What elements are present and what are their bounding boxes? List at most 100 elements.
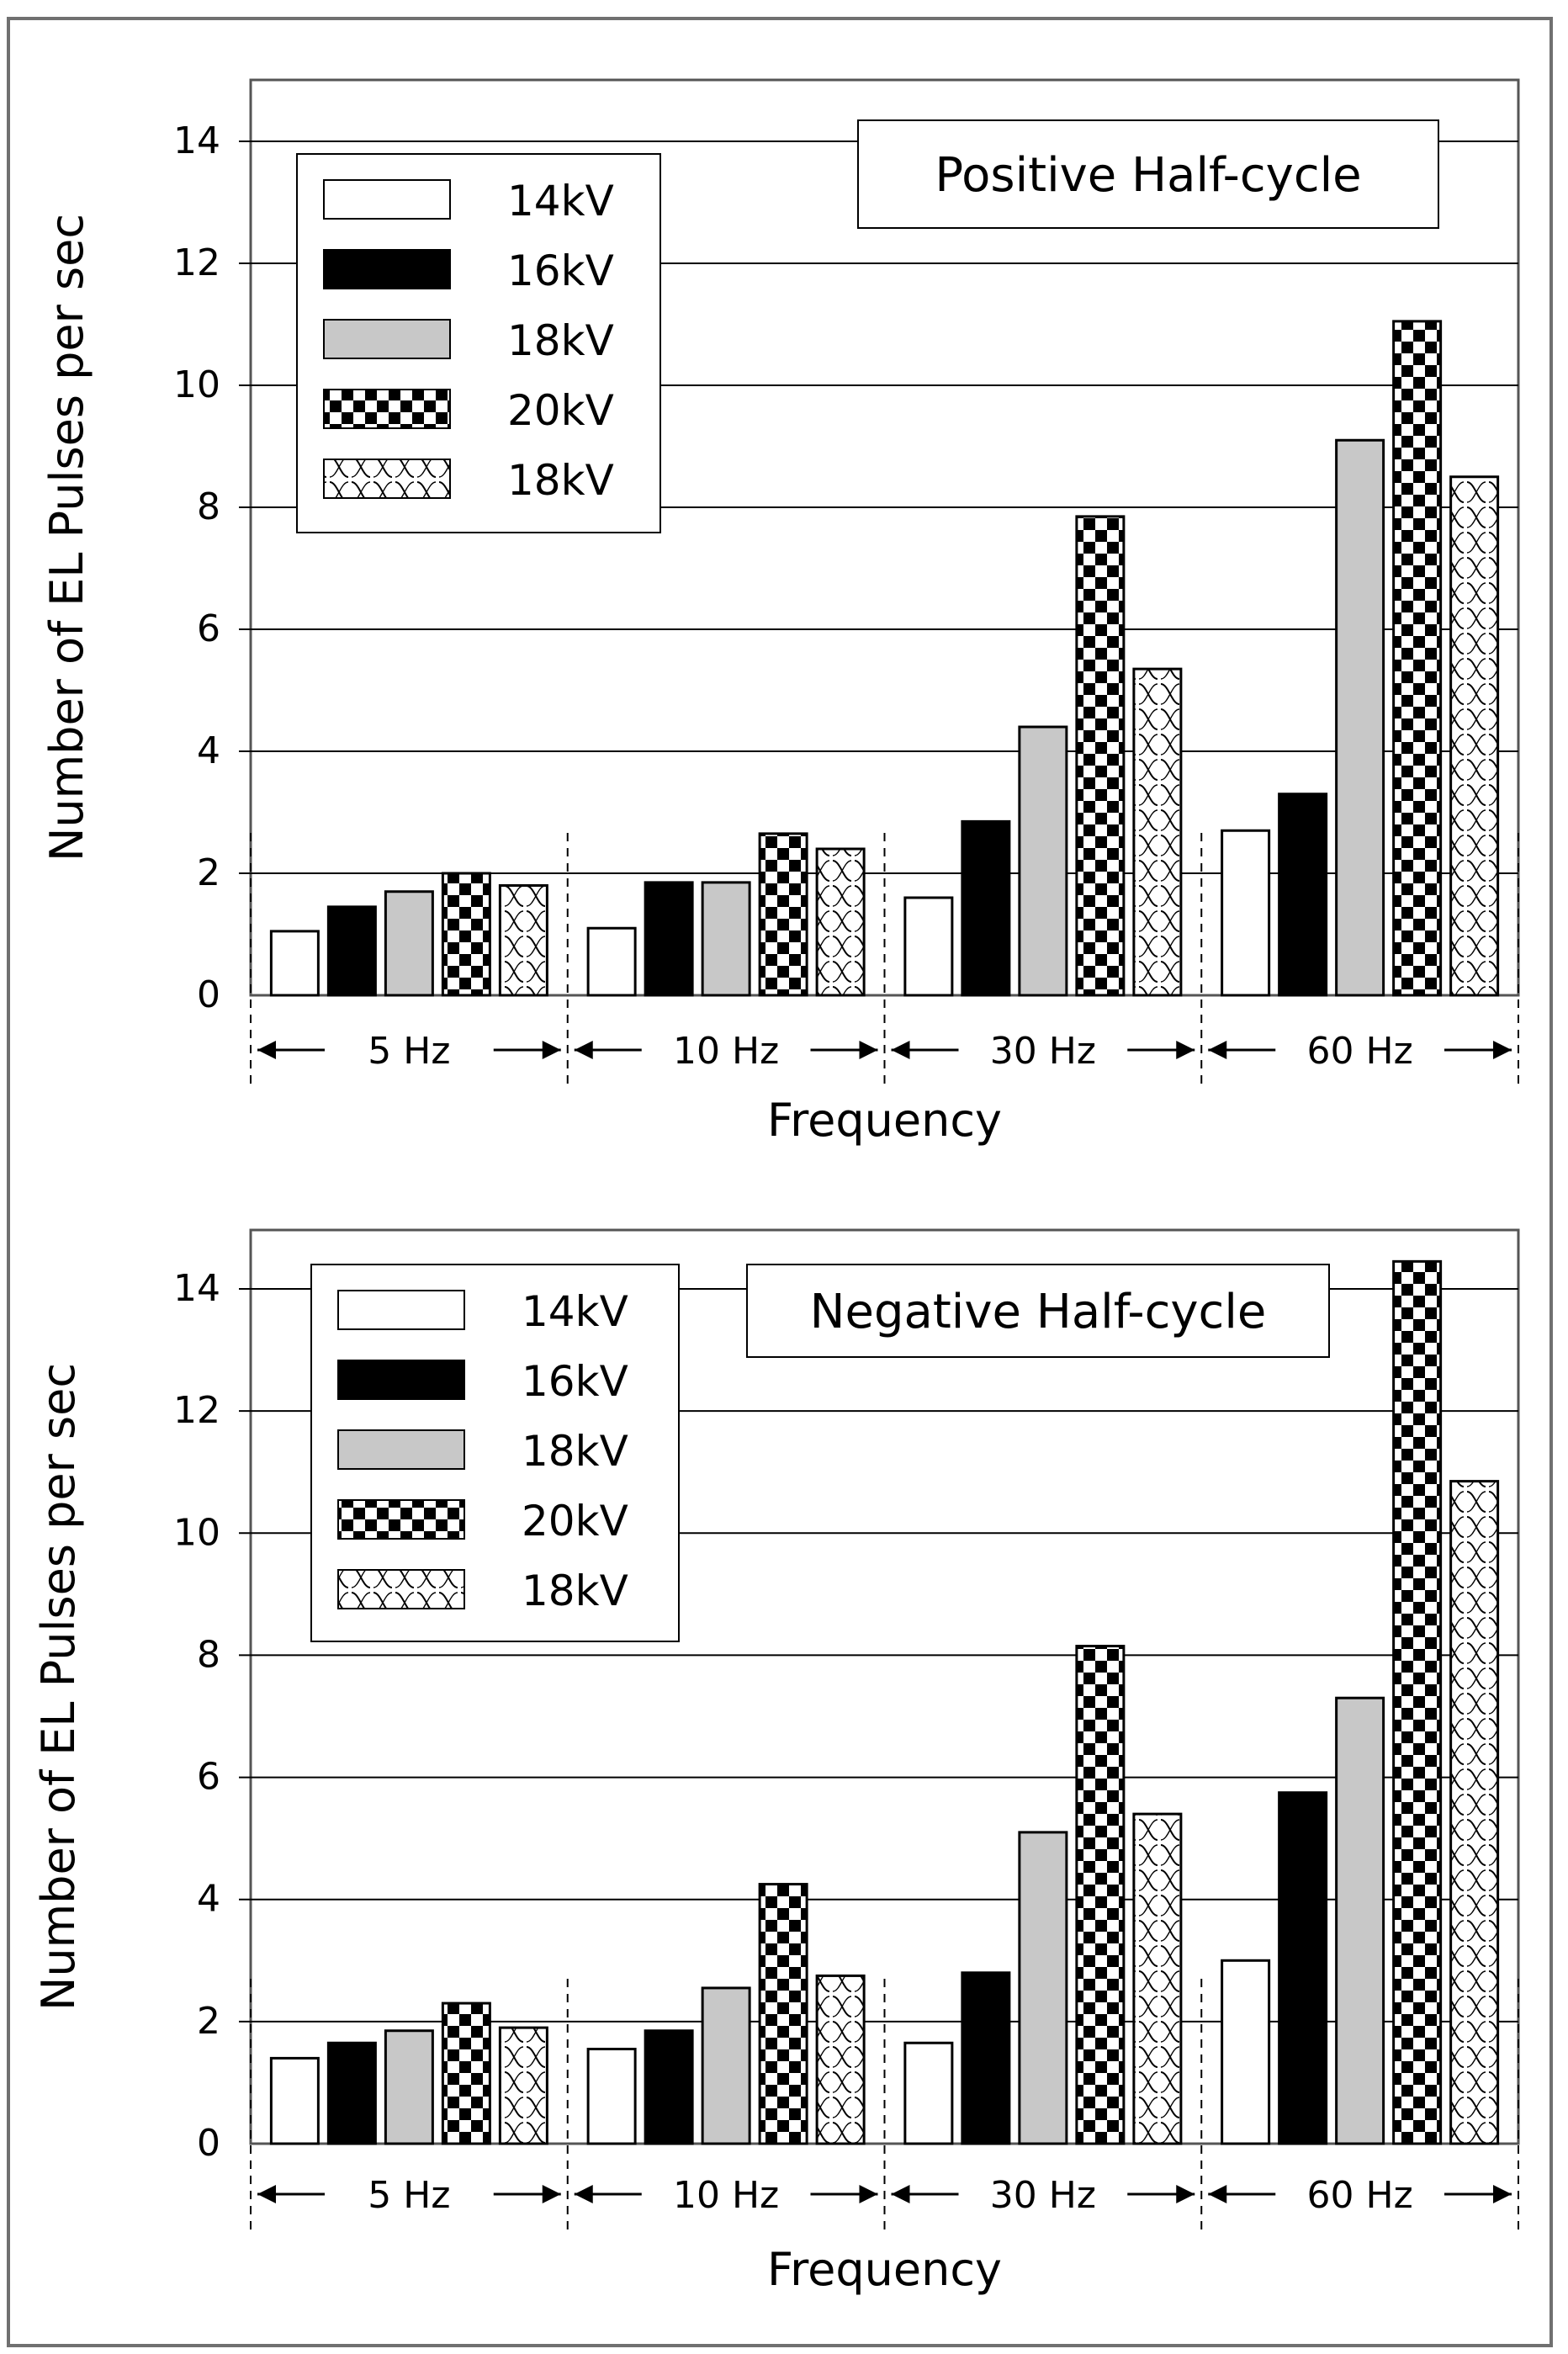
- x-category-label: 60 Hz: [1307, 2174, 1413, 2217]
- chart-title: Negative Half-cycle: [810, 1285, 1267, 1339]
- legend-label: 14kV: [522, 1287, 628, 1336]
- legend-label: 18kV: [522, 1427, 628, 1476]
- legend-swatch-gray: [337, 1429, 465, 1470]
- legend-label: 18kV: [507, 316, 614, 365]
- y-tick-label: 14: [173, 1267, 220, 1310]
- y-tick-label: 6: [197, 607, 220, 650]
- bar-black-3: [1278, 793, 1328, 997]
- bar-gray-3: [1335, 438, 1385, 997]
- y-tick-label: 10: [173, 363, 220, 406]
- bar-gray-2: [1018, 1831, 1068, 2145]
- range-arrowhead-right: [1493, 2185, 1512, 2203]
- y-tick-label: 12: [173, 1389, 220, 1432]
- legend-label: 18kV: [507, 456, 614, 505]
- legend-label: 14kV: [507, 177, 614, 225]
- bar-checker-2: [1075, 515, 1126, 997]
- range-arrowhead-right: [542, 2185, 561, 2203]
- bar-gray-0: [384, 890, 434, 997]
- y-tick-label: 0: [197, 2122, 220, 2165]
- x-axis-title: Frequency: [767, 1094, 1002, 1147]
- legend-swatch-white: [323, 179, 451, 220]
- bar-gray-1: [701, 1986, 751, 2145]
- y-axis-title: Number of EL Pulses per sec: [40, 214, 93, 862]
- bar-black-2: [961, 1971, 1011, 2145]
- legend-swatch-white: [337, 1290, 465, 1330]
- bar-gray-2: [1018, 725, 1068, 997]
- bar-black-1: [644, 2029, 694, 2145]
- y-tick-label: 4: [197, 729, 220, 772]
- bar-white-0: [269, 930, 320, 997]
- bar-white-3: [1221, 829, 1271, 997]
- legend-label: 20kV: [522, 1497, 628, 1545]
- bar-checker-1: [758, 1883, 808, 2145]
- legend-label: 16kV: [507, 247, 614, 295]
- x-category-label: 10 Hz: [673, 1030, 779, 1073]
- range-arrowhead-left: [257, 1041, 276, 1059]
- bar-wave-0: [498, 2026, 548, 2145]
- range-arrowhead-right: [859, 1041, 878, 1059]
- range-arrowhead-right: [542, 1041, 561, 1059]
- bar-white-2: [903, 2041, 954, 2145]
- figure-border: [7, 17, 1553, 2347]
- y-tick-label: 10: [173, 1511, 220, 1554]
- bar-white-2: [903, 896, 954, 997]
- bar-wave-1: [815, 1974, 866, 2145]
- bar-wave-2: [1132, 1812, 1183, 2145]
- legend-label: 16kV: [522, 1357, 628, 1406]
- chart-title-box: [746, 1264, 1330, 1358]
- range-arrowhead-right: [859, 2185, 878, 2203]
- x-category-label: 5 Hz: [368, 1030, 450, 1073]
- bar-wave-1: [815, 847, 866, 997]
- bar-wave-0: [498, 884, 548, 997]
- bar-gray-1: [701, 881, 751, 997]
- bar-checker-3: [1392, 1259, 1443, 2145]
- range-arrowhead-left: [891, 2185, 910, 2203]
- x-category-label: 30 Hz: [990, 2174, 1096, 2217]
- legend-swatch-wave: [323, 459, 451, 499]
- range-arrowhead-right: [1176, 1041, 1195, 1059]
- bar-black-0: [326, 2041, 377, 2145]
- bar-wave-3: [1449, 475, 1500, 997]
- bar-black-1: [644, 881, 694, 997]
- x-category-label: 5 Hz: [368, 2174, 450, 2217]
- range-arrowhead-right: [1176, 2185, 1195, 2203]
- range-arrowhead-left: [1208, 2185, 1227, 2203]
- bar-checker-0: [441, 2001, 491, 2145]
- bar-white-1: [586, 926, 637, 997]
- bar-wave-3: [1449, 1480, 1500, 2145]
- y-tick-label: 8: [197, 1633, 220, 1676]
- y-tick-label: 4: [197, 1878, 220, 1921]
- range-arrowhead-right: [1493, 1041, 1512, 1059]
- legend-swatch-gray: [323, 319, 451, 359]
- range-arrowhead-left: [257, 2185, 276, 2203]
- y-tick-label: 6: [197, 1756, 220, 1799]
- bar-checker-2: [1075, 1645, 1126, 2145]
- x-axis-title: Frequency: [767, 2243, 1002, 2296]
- x-category-label: 10 Hz: [673, 2174, 779, 2217]
- range-arrowhead-left: [891, 1041, 910, 1059]
- bar-checker-0: [441, 872, 491, 997]
- bar-black-0: [326, 905, 377, 997]
- chart-positive-half-cycle: 0 2 4 6 8 10 12 14 5 Hz 10 Hz 30 Hz 60 Hz Frequency N…: [40, 78, 1520, 1147]
- bar-white-1: [586, 2048, 637, 2145]
- legend-swatch-checker: [323, 389, 451, 429]
- legend-swatch-wave: [337, 1569, 465, 1609]
- y-tick-label: 8: [197, 485, 220, 528]
- x-category-label: 60 Hz: [1307, 1030, 1413, 1073]
- bar-checker-3: [1392, 320, 1443, 997]
- bar-gray-0: [384, 2029, 434, 2145]
- bar-white-0: [269, 2056, 320, 2145]
- range-arrowhead-left: [574, 1041, 593, 1059]
- y-tick-label: 12: [173, 241, 220, 284]
- legend-swatch-black: [323, 249, 451, 289]
- legend-swatch-black: [337, 1360, 465, 1400]
- y-tick-label: 14: [173, 119, 220, 162]
- bar-black-3: [1278, 1791, 1328, 2145]
- y-tick-label: 2: [197, 2000, 220, 2043]
- range-arrowhead-left: [574, 2185, 593, 2203]
- chart-title: Positive Half-cycle: [935, 148, 1361, 203]
- legend-label: 18kV: [522, 1567, 628, 1615]
- bar-checker-1: [758, 832, 808, 997]
- bar-white-3: [1221, 1959, 1271, 2145]
